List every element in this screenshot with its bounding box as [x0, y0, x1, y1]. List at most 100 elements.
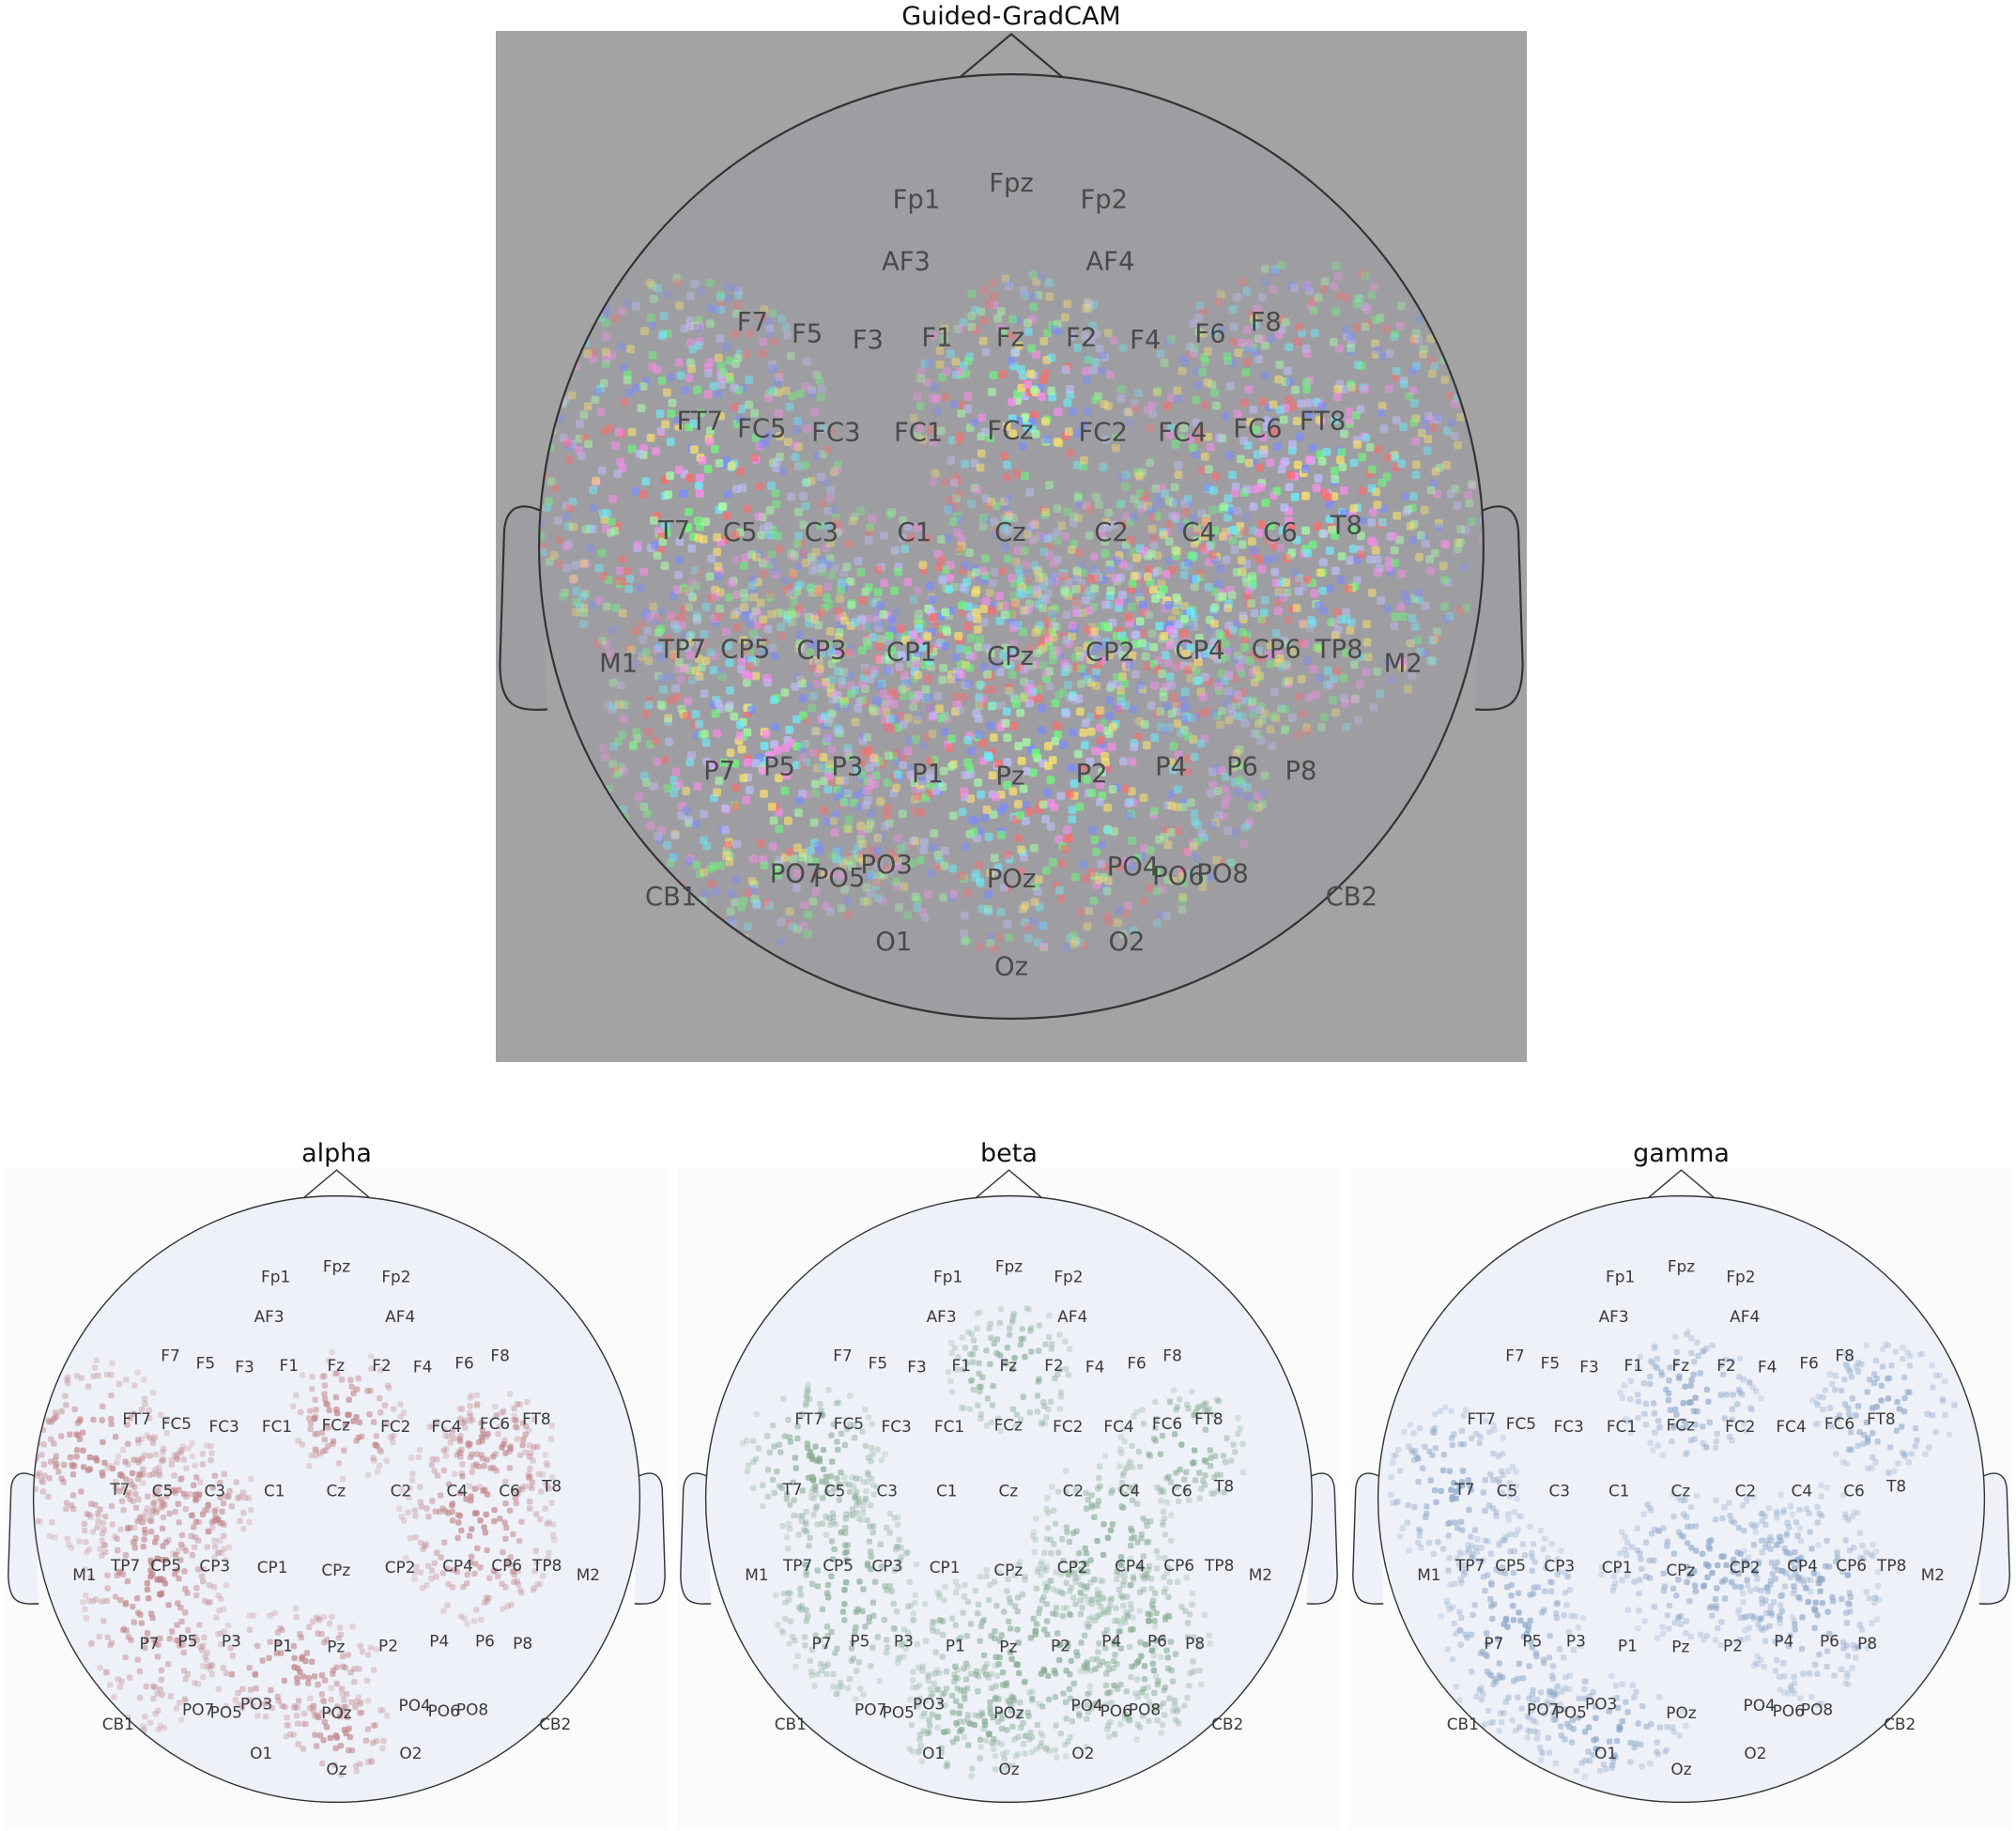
electrode-label-p6: P6: [1147, 1631, 1167, 1650]
left-ear: [8, 1472, 39, 1605]
electrode-label-c3: C3: [1548, 1481, 1570, 1500]
electrode-label-cp3: CP3: [796, 636, 846, 665]
electrode-label-f4: F4: [1085, 1358, 1104, 1377]
electrode-label-f8: F8: [1251, 308, 1282, 337]
electrode-label-po8: PO8: [1196, 860, 1249, 889]
electrode-label-f1: F1: [921, 324, 952, 353]
electrode-label-cp6: CP6: [1163, 1556, 1194, 1575]
electrode-label-cp4: CP4: [442, 1557, 473, 1576]
electrode-label-ft8: FT8: [522, 1409, 551, 1428]
electrode-label-cp3: CP3: [871, 1557, 902, 1576]
electrode-label-f4: F4: [413, 1358, 432, 1377]
electrode-label-f1: F1: [951, 1356, 970, 1375]
electrode-label-cz: Cz: [994, 518, 1026, 547]
electrode-labels: Fp1 Fpz Fp2 AF3 AF4 F7 F5 F3 F1 Fz F2 F4 F6 F8 FT7 FC5 F…: [745, 1256, 1272, 1778]
electrode-label-m1: M1: [72, 1565, 96, 1584]
electrode-label-pz: Pz: [999, 1638, 1017, 1656]
electrode-label-ft7: FT7: [794, 1409, 823, 1428]
electrode-label-af3: AF3: [254, 1307, 285, 1326]
electrode-label-c4: C4: [1182, 518, 1217, 547]
electrode-label-fc4: FC4: [1103, 1417, 1133, 1436]
electrode-label-c1: C1: [1608, 1481, 1630, 1500]
electrode-label-po4: PO4: [1071, 1696, 1103, 1715]
electrode-label-po4: PO4: [1744, 1696, 1776, 1715]
electrode-label-ft8: FT8: [1194, 1409, 1223, 1428]
electrode-label-p2: P2: [1076, 760, 1108, 789]
electrode-label-m1: M1: [599, 650, 638, 679]
electrode-label-c5: C5: [723, 518, 758, 547]
electrode-label-af4: AF4: [385, 1307, 415, 1326]
electrode-label-f5: F5: [869, 1353, 887, 1372]
right-ear: [1475, 505, 1524, 711]
electrode-label-p8: P8: [1857, 1634, 1877, 1653]
electrode-label-po3: PO3: [240, 1694, 272, 1713]
electrode-label-fcz: FCz: [1667, 1416, 1696, 1435]
electrode-label-f3: F3: [907, 1358, 926, 1377]
electrode-label-f1: F1: [1624, 1356, 1642, 1375]
electrode-label-c6: C6: [1843, 1481, 1865, 1500]
electrode-label-o2: O2: [399, 1744, 422, 1762]
electrode-label-f2: F2: [1044, 1356, 1063, 1375]
electrode-label-c5: C5: [1497, 1481, 1518, 1500]
head-outline: [32, 1194, 641, 1804]
electrode-label-m1: M1: [745, 1565, 768, 1584]
electrode-label-cp6: CP6: [491, 1556, 522, 1575]
electrode-label-po5: PO5: [1555, 1703, 1587, 1722]
guided-gradcam-topomap: Fp1 Fpz Fp2 AF3 AF4 F7 F5 F3 F1 Fz F2 F4 F6 F8 FT7 FC5 F…: [496, 31, 1527, 1062]
electrode-label-fp2: Fp2: [1054, 1268, 1083, 1286]
electrode-label-ft7: FT7: [677, 408, 724, 437]
electrode-label-f2: F2: [372, 1356, 391, 1375]
electrode-label-fc1: FC1: [894, 419, 943, 448]
electrode-label-tp7: TP7: [657, 635, 706, 664]
alpha-topomap: Fp1 Fpz Fp2 AF3 AF4 F7 F5 F3 F1 Fz F2 F4 F6 F8 FT7 FC5 F…: [6, 1168, 668, 1830]
electrode-label-t8: T8: [1885, 1476, 1906, 1495]
electrode-label-fc3: FC3: [882, 1417, 912, 1436]
electrode-label-fp2: Fp2: [381, 1268, 410, 1286]
electrode-label-p7: P7: [703, 757, 735, 786]
electrode-label-fc3: FC3: [811, 419, 860, 448]
electrode-label-cp2: CP2: [1085, 639, 1135, 668]
electrode-label-cp1: CP1: [1602, 1558, 1633, 1577]
electrode-label-c3: C3: [876, 1481, 898, 1500]
activation-layer: [539, 261, 1484, 954]
electrode-label-c6: C6: [1171, 1481, 1193, 1500]
electrode-label-po3: PO3: [1585, 1694, 1617, 1713]
electrode-label-cb2: CB2: [1211, 1715, 1243, 1733]
electrode-label-cp6: CP6: [1836, 1556, 1867, 1575]
electrode-label-t8: T8: [1213, 1476, 1234, 1495]
electrode-label-f8: F8: [490, 1346, 509, 1365]
electrode-label-fz: Fz: [327, 1356, 345, 1375]
electrode-label-af4: AF4: [1730, 1307, 1760, 1326]
electrode-label-t7: T7: [1454, 1480, 1474, 1499]
electrode-label-fc5: FC5: [737, 414, 786, 443]
electrode-label-po7: PO7: [770, 860, 823, 889]
electrode-labels: Fp1 Fpz Fp2 AF3 AF4 F7 F5 F3 F1 Fz F2 F4 F6 F8 FT7 FC5 F…: [599, 169, 1423, 981]
electrode-label-p1: P1: [273, 1636, 293, 1654]
electrode-label-f6: F6: [1194, 319, 1225, 348]
electrode-label-af3: AF3: [882, 247, 931, 276]
electrode-label-cp3: CP3: [1544, 1557, 1575, 1576]
electrode-label-fcz: FCz: [994, 1416, 1023, 1435]
alpha-title: alpha: [301, 1139, 372, 1168]
electrode-label-t7: T7: [781, 1480, 802, 1499]
left-ear: [1352, 1472, 1384, 1605]
electrode-label-fc6: FC6: [480, 1414, 510, 1433]
electrode-label-f5: F5: [792, 319, 823, 348]
electrode-label-c4: C4: [1792, 1481, 1813, 1500]
electrode-label-fpz: Fpz: [1668, 1256, 1695, 1275]
electrode-label-fc6: FC6: [1824, 1414, 1854, 1433]
left-ear: [680, 1472, 712, 1605]
electrode-label-p6: P6: [475, 1631, 495, 1650]
electrode-label-cz: Cz: [326, 1481, 346, 1500]
electrode-label-p8: P8: [513, 1634, 532, 1653]
electrode-label-p2: P2: [1051, 1636, 1070, 1654]
electrode-label-f2: F2: [1716, 1356, 1735, 1375]
electrode-label-p6: P6: [1226, 752, 1258, 781]
gamma-title: gamma: [1633, 1139, 1730, 1168]
electrode-label-p1: P1: [1618, 1636, 1638, 1654]
electrode-label-cp4: CP4: [1787, 1557, 1818, 1576]
right-ear: [634, 1472, 666, 1605]
electrode-label-af3: AF3: [927, 1307, 957, 1326]
electrode-label-cb2: CB2: [1884, 1715, 1916, 1733]
electrode-label-p3: P3: [222, 1631, 241, 1650]
